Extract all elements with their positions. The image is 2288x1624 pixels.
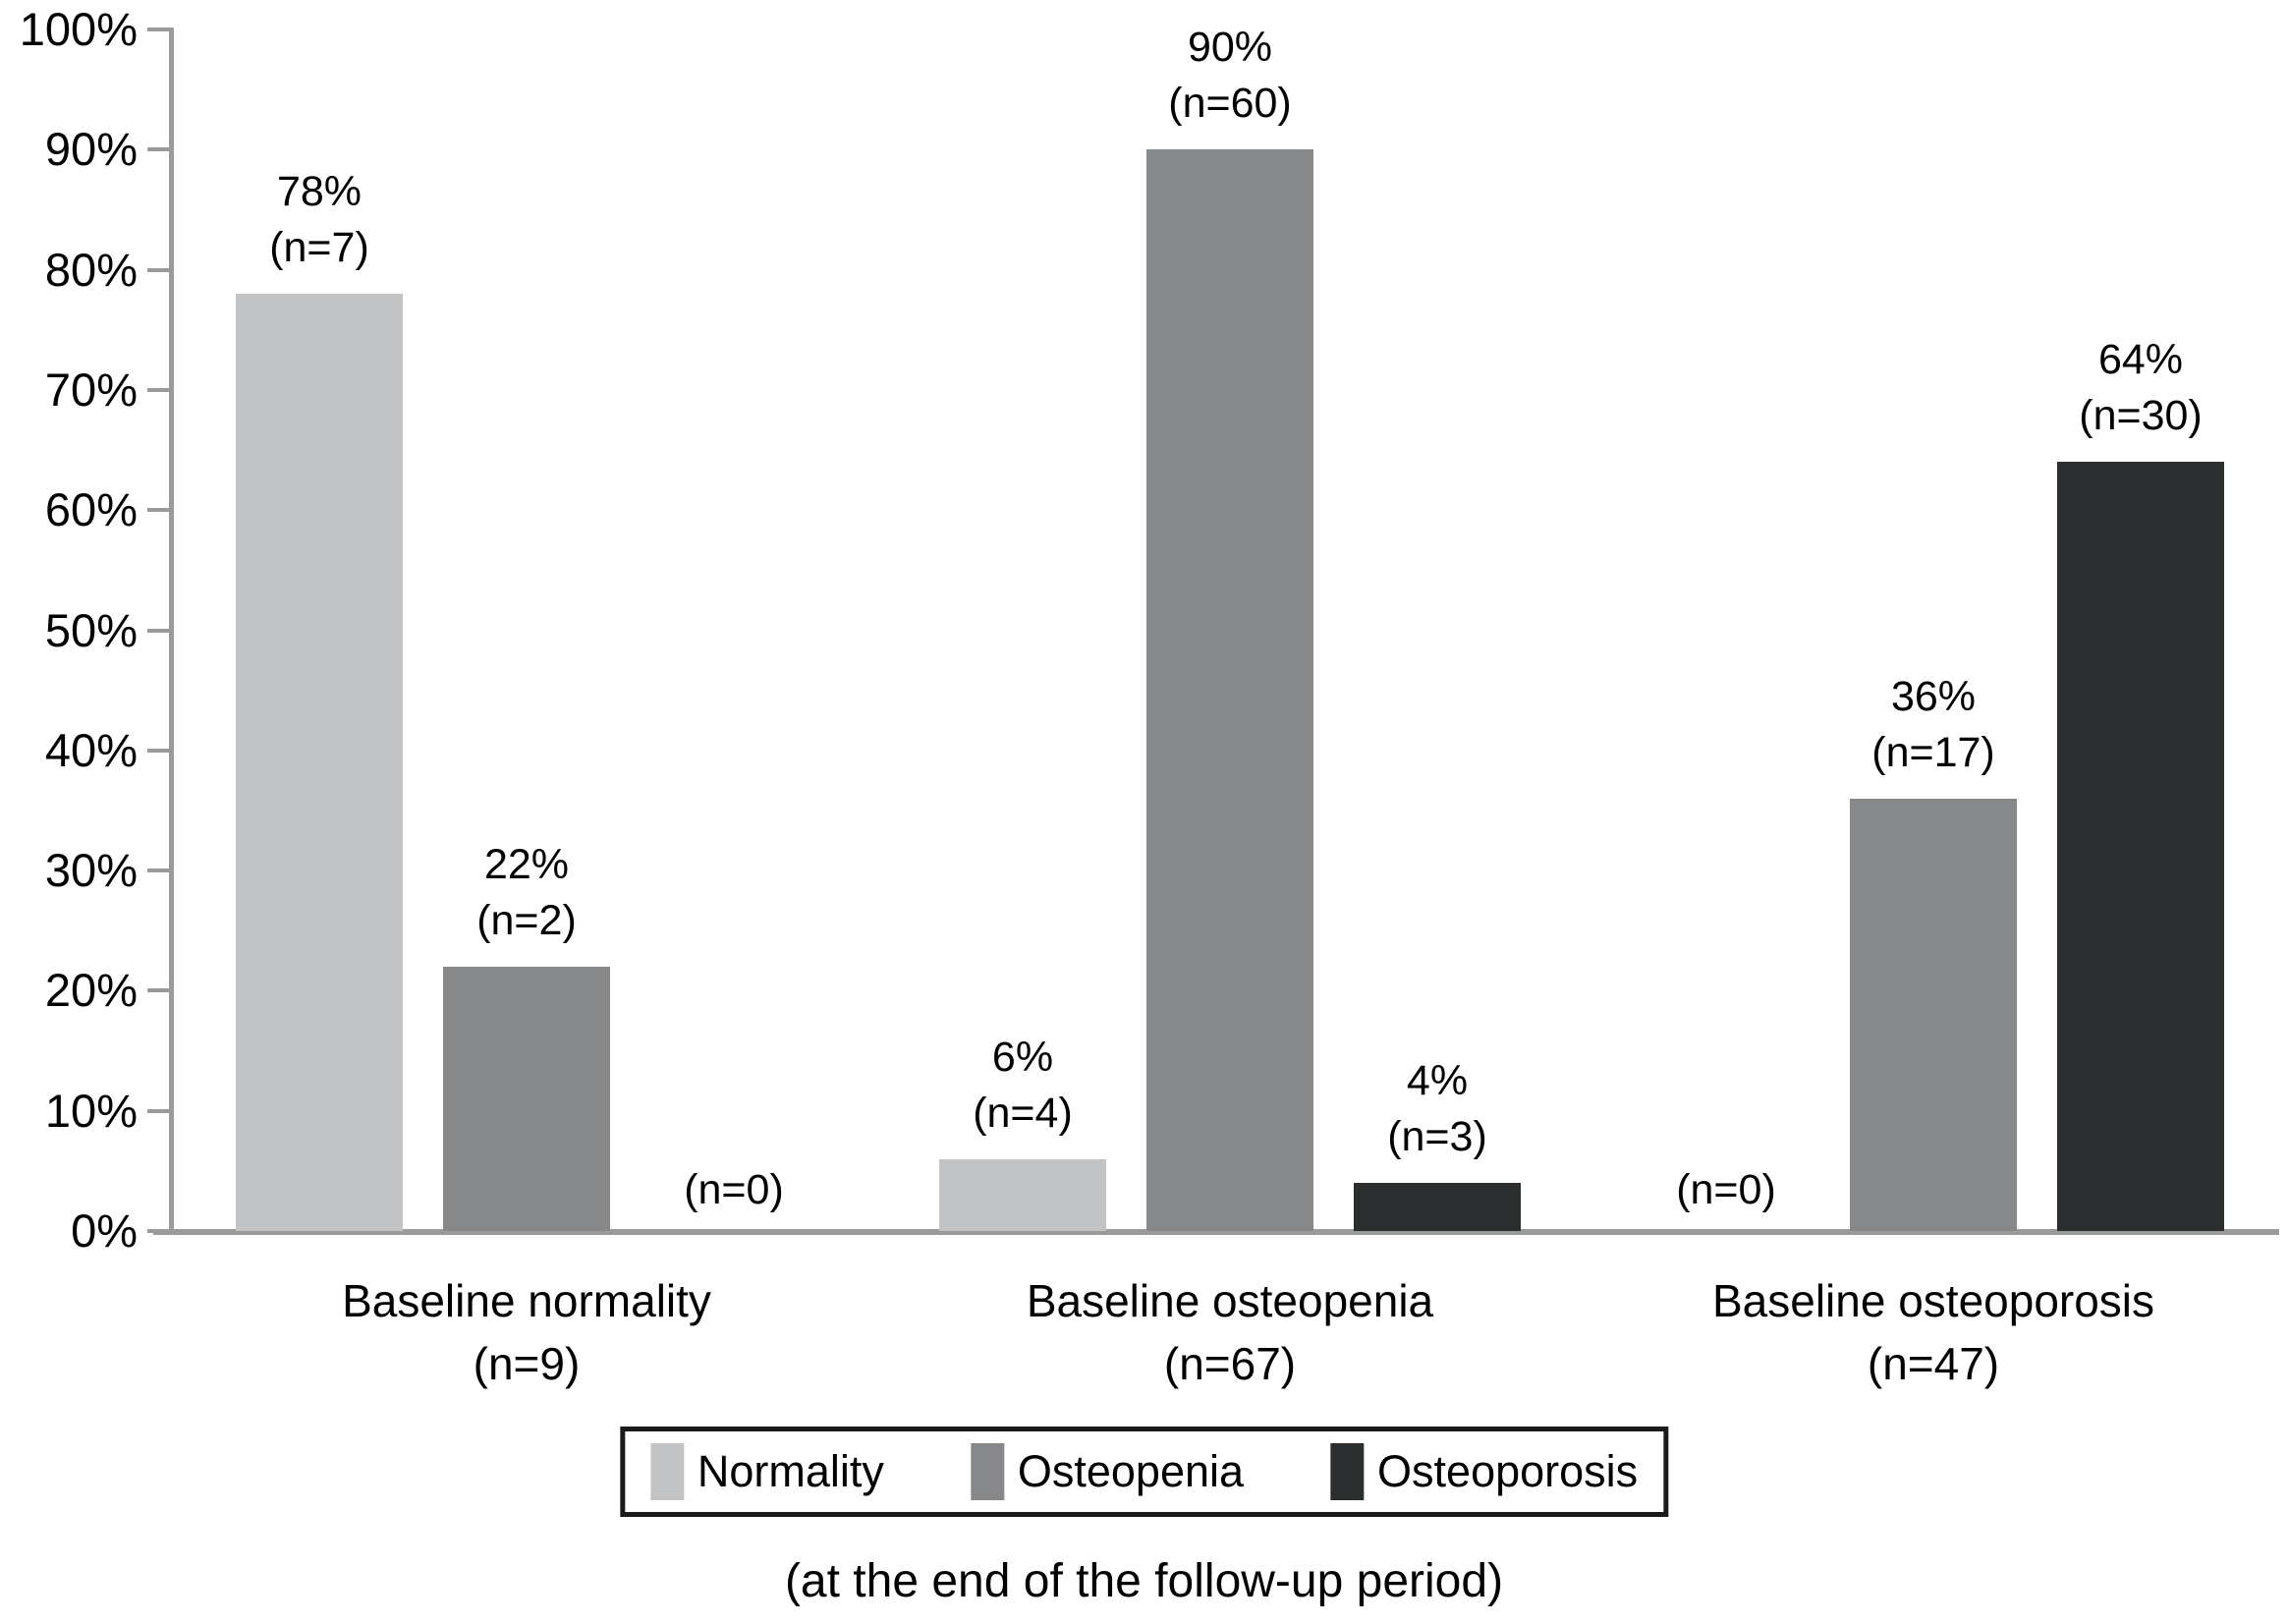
bar-value-label: 36% (n=17) — [1871, 672, 1995, 776]
bar-osteopenia — [443, 966, 610, 1231]
y-axis-tick-label: 90% — [44, 123, 138, 176]
y-axis-tick — [147, 28, 171, 31]
y-axis-line — [169, 28, 174, 1234]
osteopenia-swatch-icon — [970, 1443, 1004, 1500]
bar-osteoporosis — [1354, 1183, 1521, 1231]
y-axis-tick — [147, 387, 171, 392]
bar-value-label: 64% (n=30) — [2079, 336, 2203, 440]
legend-item-normality: Normality — [649, 1443, 884, 1500]
y-axis-tick-label: 50% — [44, 603, 138, 656]
y-axis-tick — [147, 748, 171, 753]
bar-value-label: 78% (n=7) — [269, 168, 369, 272]
bar-osteoporosis — [2057, 462, 2224, 1231]
bar-value-label: 6% (n=4) — [973, 1033, 1073, 1137]
legend-label: Osteoporosis — [1377, 1446, 1639, 1496]
normality-swatch-icon — [649, 1443, 684, 1500]
x-axis-group-label: Baseline osteopenia (n=67) — [1026, 1275, 1434, 1389]
bar-normality — [236, 294, 403, 1231]
bar-value-label: (n=0) — [1676, 1166, 1776, 1213]
chart-legend: Normality Osteopenia Osteoporosis — [619, 1427, 1669, 1517]
y-axis-tick-label: 30% — [44, 844, 138, 897]
y-axis-tick — [147, 868, 171, 873]
y-axis-tick — [147, 988, 171, 993]
y-axis-tick-label: 10% — [44, 1084, 138, 1137]
y-axis-tick-label: 100% — [19, 3, 138, 55]
legend-label: Osteopenia — [1017, 1446, 1245, 1496]
x-axis-group-label: Baseline normality (n=9) — [342, 1275, 711, 1389]
bar-value-label: 4% (n=3) — [1387, 1057, 1487, 1161]
bar-normality — [939, 1158, 1106, 1231]
bar-value-label: 22% (n=2) — [476, 840, 577, 944]
bar-value-label: (n=0) — [684, 1166, 784, 1213]
y-axis-tick — [147, 1108, 171, 1113]
bar-osteopenia — [1850, 798, 2017, 1231]
y-axis-tick-label: 70% — [44, 363, 138, 416]
x-axis-line — [153, 1229, 2279, 1235]
y-axis-tick — [147, 147, 171, 152]
chart-caption: (at the end of the follow-up period) — [784, 1555, 1504, 1607]
y-axis-tick — [147, 508, 171, 513]
y-axis-tick-label: 60% — [44, 483, 138, 536]
legend-item-osteopenia: Osteopenia — [970, 1443, 1245, 1500]
legend-label: Normality — [697, 1446, 884, 1496]
y-axis-tick — [147, 1229, 171, 1233]
y-axis-tick-label: 20% — [44, 964, 138, 1017]
bar-value-label: 90% (n=60) — [1168, 24, 1292, 128]
y-axis-tick — [147, 267, 171, 272]
y-axis-tick-label: 80% — [44, 243, 138, 296]
y-axis-tick-label: 0% — [71, 1204, 138, 1257]
osteoporosis-swatch-icon — [1330, 1443, 1365, 1500]
bar-osteopenia — [1146, 149, 1313, 1231]
y-axis-tick-label: 40% — [44, 723, 138, 776]
legend-item-osteoporosis: Osteoporosis — [1330, 1443, 1638, 1500]
x-axis-group-label: Baseline osteoporosis (n=47) — [1711, 1275, 2155, 1389]
y-axis-tick — [147, 628, 171, 633]
